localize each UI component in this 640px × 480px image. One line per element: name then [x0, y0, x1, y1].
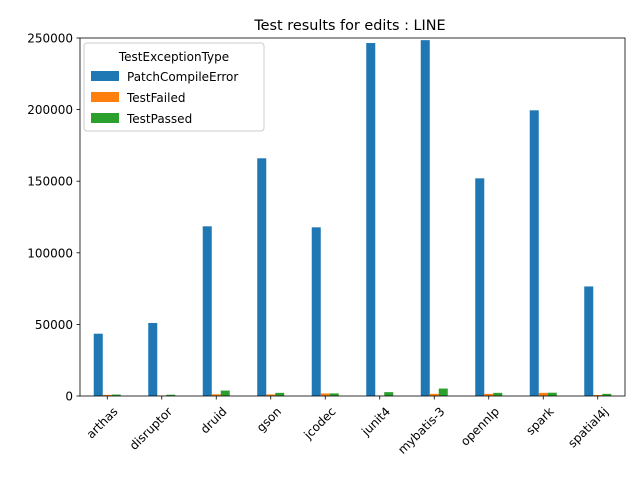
legend-swatch-TestFailed — [91, 92, 119, 102]
x-axis-ticks: arthas disruptor druid gson jcodec junit4 myba… — [84, 396, 611, 457]
legend-title: TestExceptionType — [118, 50, 229, 64]
y-tick-label: 200000 — [27, 103, 73, 117]
bar-disruptor-TestPassed — [166, 394, 176, 396]
bar-gson-TestFailed — [266, 394, 276, 396]
x-tick-label: disruptor — [127, 404, 175, 452]
bar-gson-PatchCompileError — [257, 158, 267, 396]
y-tick-label: 150000 — [27, 175, 73, 189]
x-tick-label: arthas — [84, 404, 121, 441]
legend-label-TestPassed: TestPassed — [126, 112, 192, 126]
legend-swatch-PatchCompileError — [91, 71, 119, 81]
y-tick-label: 250000 — [27, 32, 73, 46]
bar-spatial4j-PatchCompileError — [584, 286, 594, 396]
x-tick-label: spatial4j — [565, 404, 611, 450]
y-tick-label: 100000 — [27, 246, 73, 260]
bar-gson-TestPassed — [275, 392, 285, 396]
bar-druid-TestPassed — [220, 390, 230, 396]
bar-spark-TestPassed — [547, 392, 557, 396]
chart-title: Test results for edits : LINE — [253, 18, 445, 34]
x-tick-label: opennlp — [458, 404, 502, 448]
bar-mybatis-3-TestPassed — [438, 388, 448, 396]
bar-mybatis-3-TestFailed — [429, 393, 439, 396]
plot-frame — [79, 37, 626, 397]
bar-druid-TestFailed — [211, 394, 221, 396]
x-tick-label: mybatis-3 — [395, 404, 447, 456]
bar-junit4-PatchCompileError — [366, 43, 376, 397]
legend-label-PatchCompileError: PatchCompileError — [127, 70, 238, 84]
bar-spark-PatchCompileError — [529, 110, 539, 396]
bar-druid-PatchCompileError — [202, 226, 212, 396]
bar-arthas-PatchCompileError — [93, 333, 103, 396]
x-tick-label: junit4 — [358, 404, 393, 439]
legend-label-TestFailed: TestFailed — [126, 91, 185, 105]
bar-disruptor-PatchCompileError — [148, 322, 158, 396]
bar-jcodec-TestFailed — [320, 393, 330, 396]
bar-arthas-TestPassed — [111, 394, 121, 396]
bar-jcodec-TestPassed — [329, 393, 339, 396]
bar-mybatis-3-PatchCompileError — [420, 40, 430, 396]
legend-box — [83, 42, 265, 132]
bar-spark-TestFailed — [538, 392, 548, 396]
bar-arthas-TestFailed — [102, 394, 112, 396]
legend: TestExceptionType PatchCompileError TestF… — [83, 42, 265, 132]
x-tick-label: gson — [254, 404, 284, 434]
x-tick-label: druid — [198, 404, 230, 436]
x-tick-label: jcodec — [300, 404, 338, 442]
legend-items: PatchCompileError TestFailed TestPassed — [91, 70, 238, 126]
bar-opennlp-PatchCompileError — [475, 178, 485, 396]
bars-group — [93, 40, 612, 397]
bar-spatial4j-TestFailed — [593, 394, 603, 396]
y-tick-label: 50000 — [35, 318, 73, 332]
bar-jcodec-PatchCompileError — [311, 227, 321, 396]
x-tick-label: spark — [523, 404, 556, 437]
bar-junit4-TestPassed — [384, 392, 394, 396]
bar-opennlp-TestFailed — [484, 393, 494, 396]
bar-spatial4j-TestPassed — [602, 393, 612, 396]
bar-opennlp-TestPassed — [493, 392, 503, 396]
y-tick-label: 0 — [65, 390, 73, 404]
y-axis-ticks: 0 50000 100000 150000 200000 250000 — [27, 32, 80, 404]
legend-swatch-TestPassed — [91, 113, 119, 123]
